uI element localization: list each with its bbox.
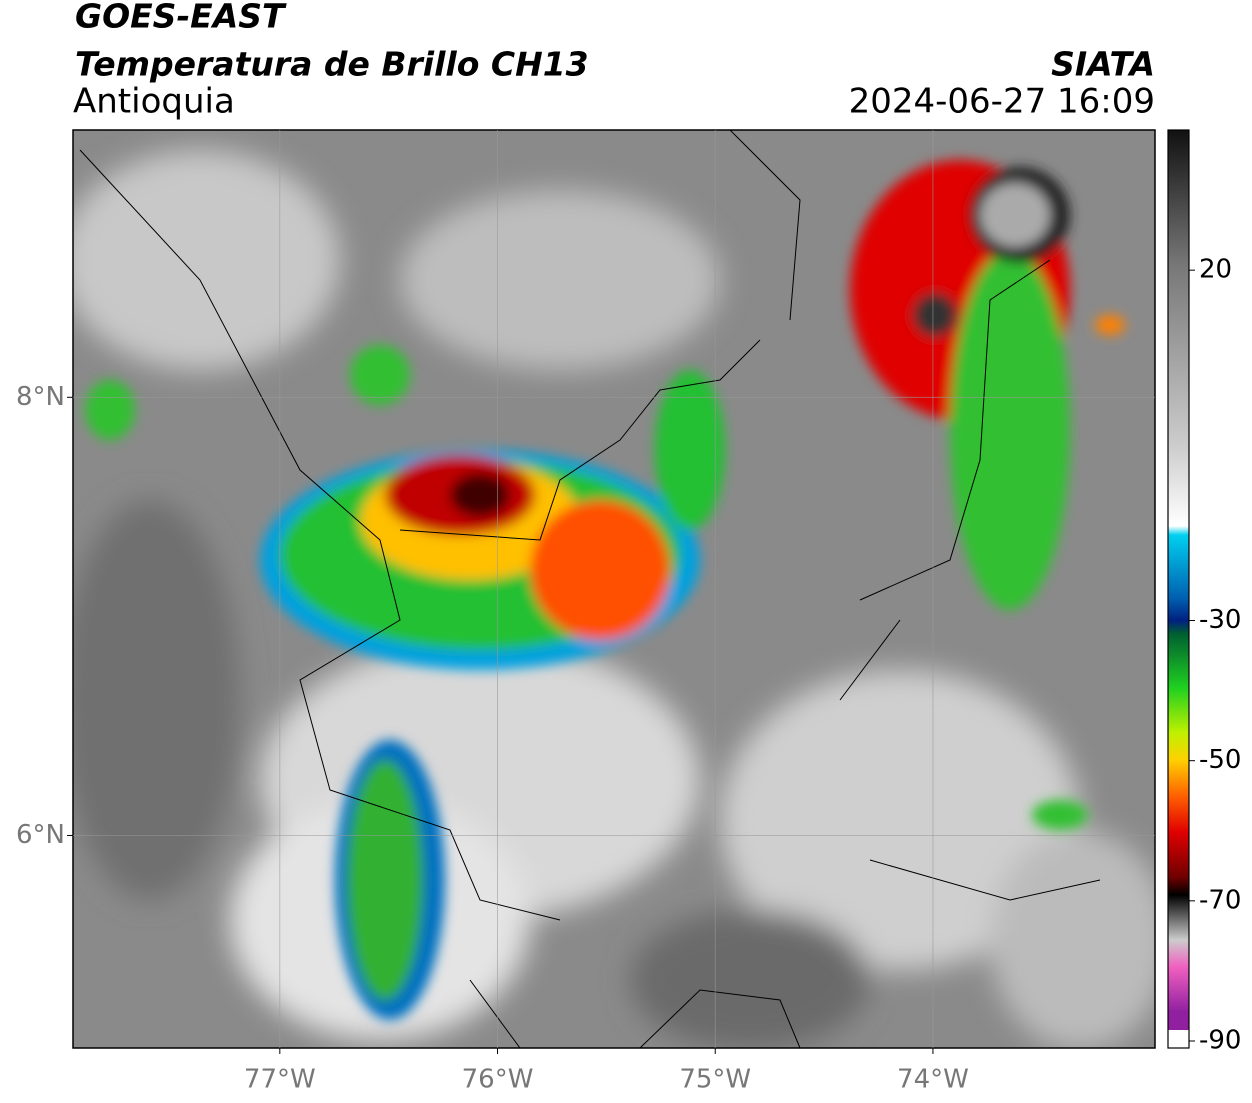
map-imagery xyxy=(73,130,1155,1048)
colorbar-tick-label: 20 xyxy=(1199,255,1232,285)
subtitle: Temperatura de Brillo CH13 xyxy=(75,45,589,84)
colorbar-frame xyxy=(1167,129,1190,1049)
region: Antioquia xyxy=(73,82,235,122)
y-tick-label: 8°N xyxy=(16,382,65,412)
y-tick-label: 6°N xyxy=(16,820,65,850)
colorbar-under xyxy=(1168,1030,1189,1048)
colorbar-tick-label: -30 xyxy=(1199,605,1241,635)
colorbar-tick-label: -90 xyxy=(1199,1025,1241,1055)
title: GOES-EAST xyxy=(75,0,287,36)
colorbar xyxy=(1168,130,1189,1030)
x-tick-label: 76°W xyxy=(462,1065,534,1095)
map-frame xyxy=(72,129,1156,1049)
datetime: 2024-06-27 16:09 xyxy=(849,82,1155,122)
x-tick-label: 74°W xyxy=(897,1065,969,1095)
source: SIATA xyxy=(1051,45,1155,84)
x-tick-label: 77°W xyxy=(244,1065,316,1095)
colorbar-tick-label: -50 xyxy=(1199,745,1241,775)
x-tick-label: 75°W xyxy=(679,1065,751,1095)
colorbar-tick-label: -70 xyxy=(1199,885,1241,915)
